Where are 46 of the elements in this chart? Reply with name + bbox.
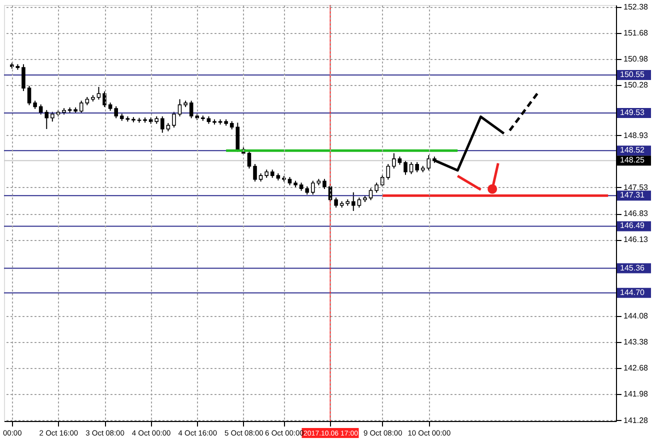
- y-tick-label: 151.68: [624, 28, 649, 38]
- candlestick: [415, 162, 419, 173]
- candlestick: [409, 162, 414, 175]
- candlestick: [357, 197, 362, 208]
- candlestick: [102, 90, 106, 108]
- candlestick: [368, 188, 373, 201]
- candlestick: [22, 64, 26, 92]
- candlestick: [334, 197, 338, 208]
- candlestick: [310, 180, 315, 196]
- y-tick-label: 141.98: [624, 390, 649, 399]
- candlestick: [404, 160, 408, 176]
- ref-line-label: 146.49: [620, 221, 646, 230]
- y-tick-label: 144.08: [624, 311, 649, 320]
- ref-line-label: 148.25: [620, 156, 646, 165]
- ref-line-label: 144.70: [620, 288, 646, 297]
- y-tick-label: 147.53: [624, 182, 649, 192]
- candlestick: [322, 178, 326, 190]
- candlestick: [352, 192, 356, 212]
- candlestick: [253, 164, 257, 182]
- y-tick-label: 142.68: [624, 364, 649, 373]
- candlestick: [114, 106, 118, 119]
- y-tick-label: 141.28: [624, 416, 649, 425]
- y-tick-label: 150.28: [624, 80, 649, 90]
- y-tick-label: 143.38: [624, 338, 649, 347]
- candlestick: [50, 111, 54, 122]
- y-tick-label: 146.83: [624, 209, 649, 218]
- line-series: [433, 115, 506, 172]
- y-tick-label: 146.13: [624, 235, 649, 244]
- candlestick: [374, 182, 378, 194]
- ref-line-label: 149.53: [620, 108, 646, 118]
- y-tick-label: 150.98: [624, 54, 649, 64]
- candlestick: [172, 111, 176, 128]
- candlestick: [392, 152, 396, 169]
- candlestick: [44, 110, 49, 130]
- y-tick-label: 152.38: [624, 2, 649, 12]
- y-tick-label: 148.93: [624, 130, 649, 140]
- ref-line-label: 145.36: [620, 263, 646, 272]
- ref-line-label: 150.55: [620, 70, 646, 80]
- ref-line-label: 147.31: [620, 190, 646, 200]
- candlestick: [247, 150, 252, 169]
- ref-line-label: 148.52: [620, 146, 646, 155]
- candlestick: [96, 86, 101, 100]
- candlestick: [160, 116, 164, 134]
- candlestick: [178, 98, 182, 117]
- candlestick: [27, 85, 32, 106]
- candlestick: [189, 100, 194, 119]
